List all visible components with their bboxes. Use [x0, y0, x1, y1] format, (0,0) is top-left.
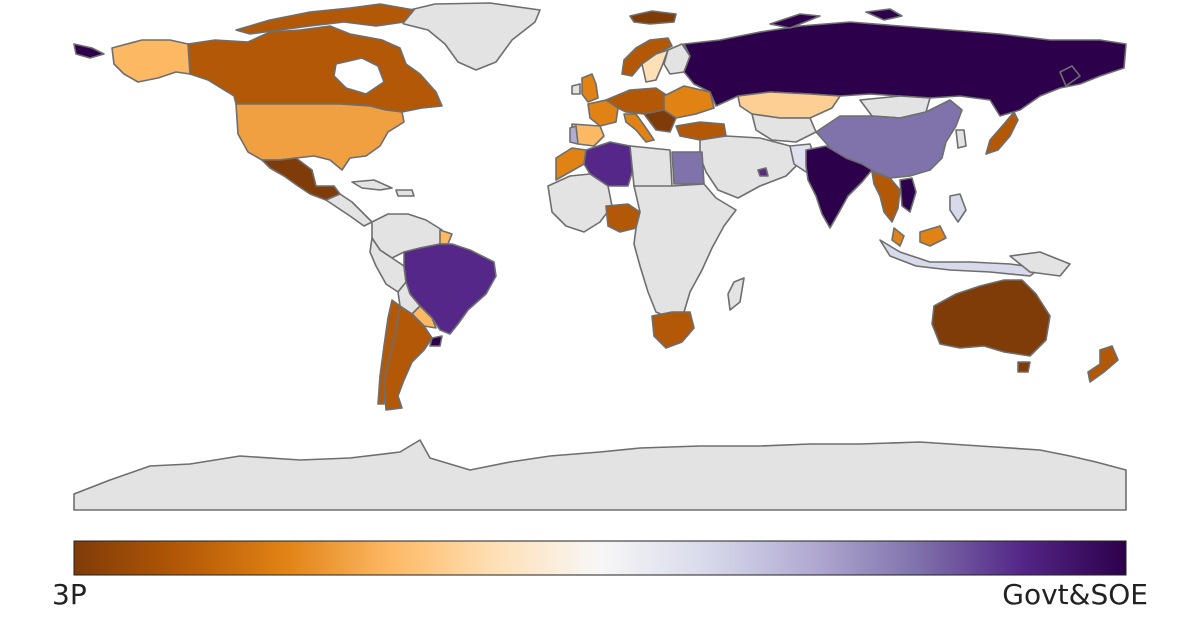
vietnam-region — [899, 177, 917, 213]
colorbar-min-label: 3P — [52, 578, 87, 611]
korea-region — [955, 129, 967, 149]
canada-region — [187, 25, 443, 113]
australia-region — [931, 279, 1051, 357]
colorbar-max-label: Govt&SOE — [1002, 578, 1148, 611]
antarctica-region — [73, 439, 1127, 511]
uruguay-region — [429, 335, 443, 347]
tasmania-region — [1017, 361, 1031, 373]
norway-region — [621, 37, 673, 77]
balkans-region — [643, 109, 677, 133]
west-africa-region — [547, 173, 613, 233]
greenland-region — [392, 2, 541, 71]
borneo-malaysia-region — [919, 225, 947, 247]
sakhalin-kamchatka — [1059, 65, 1081, 87]
new-zealand-region — [1087, 345, 1119, 383]
new-guinea-region — [1009, 251, 1071, 277]
south-africa-region — [651, 311, 695, 349]
malaysia-region — [891, 227, 905, 247]
guiana-region — [439, 229, 453, 245]
middle-east-region — [699, 135, 801, 199]
iceland-region — [629, 10, 677, 25]
philippines-region — [949, 193, 967, 223]
sweden-region — [641, 49, 669, 83]
uk-region — [581, 73, 599, 103]
central-america-region — [325, 193, 373, 227]
hispaniola-region — [395, 189, 415, 197]
portugal-region — [569, 125, 579, 145]
algeria-region — [583, 141, 635, 187]
central-east-africa-region — [633, 183, 737, 319]
mexico-region — [261, 157, 341, 201]
cuba-region — [351, 179, 393, 191]
italy-region — [623, 113, 655, 143]
eastern-europe-region — [663, 85, 715, 119]
libya-region — [629, 145, 673, 191]
ireland-region — [571, 83, 581, 95]
usa-region — [235, 103, 405, 171]
colorbar — [73, 540, 1127, 576]
myanmar-thailand-region — [871, 171, 901, 223]
canada-arctic-islands — [235, 3, 415, 35]
alaska-region — [111, 39, 191, 83]
nigeria-region — [605, 203, 641, 233]
india-region — [805, 145, 873, 229]
argentina-region — [383, 305, 433, 411]
aleutian-islands — [73, 43, 105, 59]
japan-region — [985, 111, 1019, 155]
gulf-state-region — [757, 167, 769, 177]
egypt-region — [671, 151, 705, 185]
novaya-zemlya — [769, 13, 821, 29]
central-asia-region — [751, 113, 817, 143]
svalbard-region — [865, 8, 903, 21]
kazakhstan-region — [737, 91, 841, 119]
madagascar-region — [727, 277, 745, 311]
hudson-bay — [333, 57, 385, 95]
